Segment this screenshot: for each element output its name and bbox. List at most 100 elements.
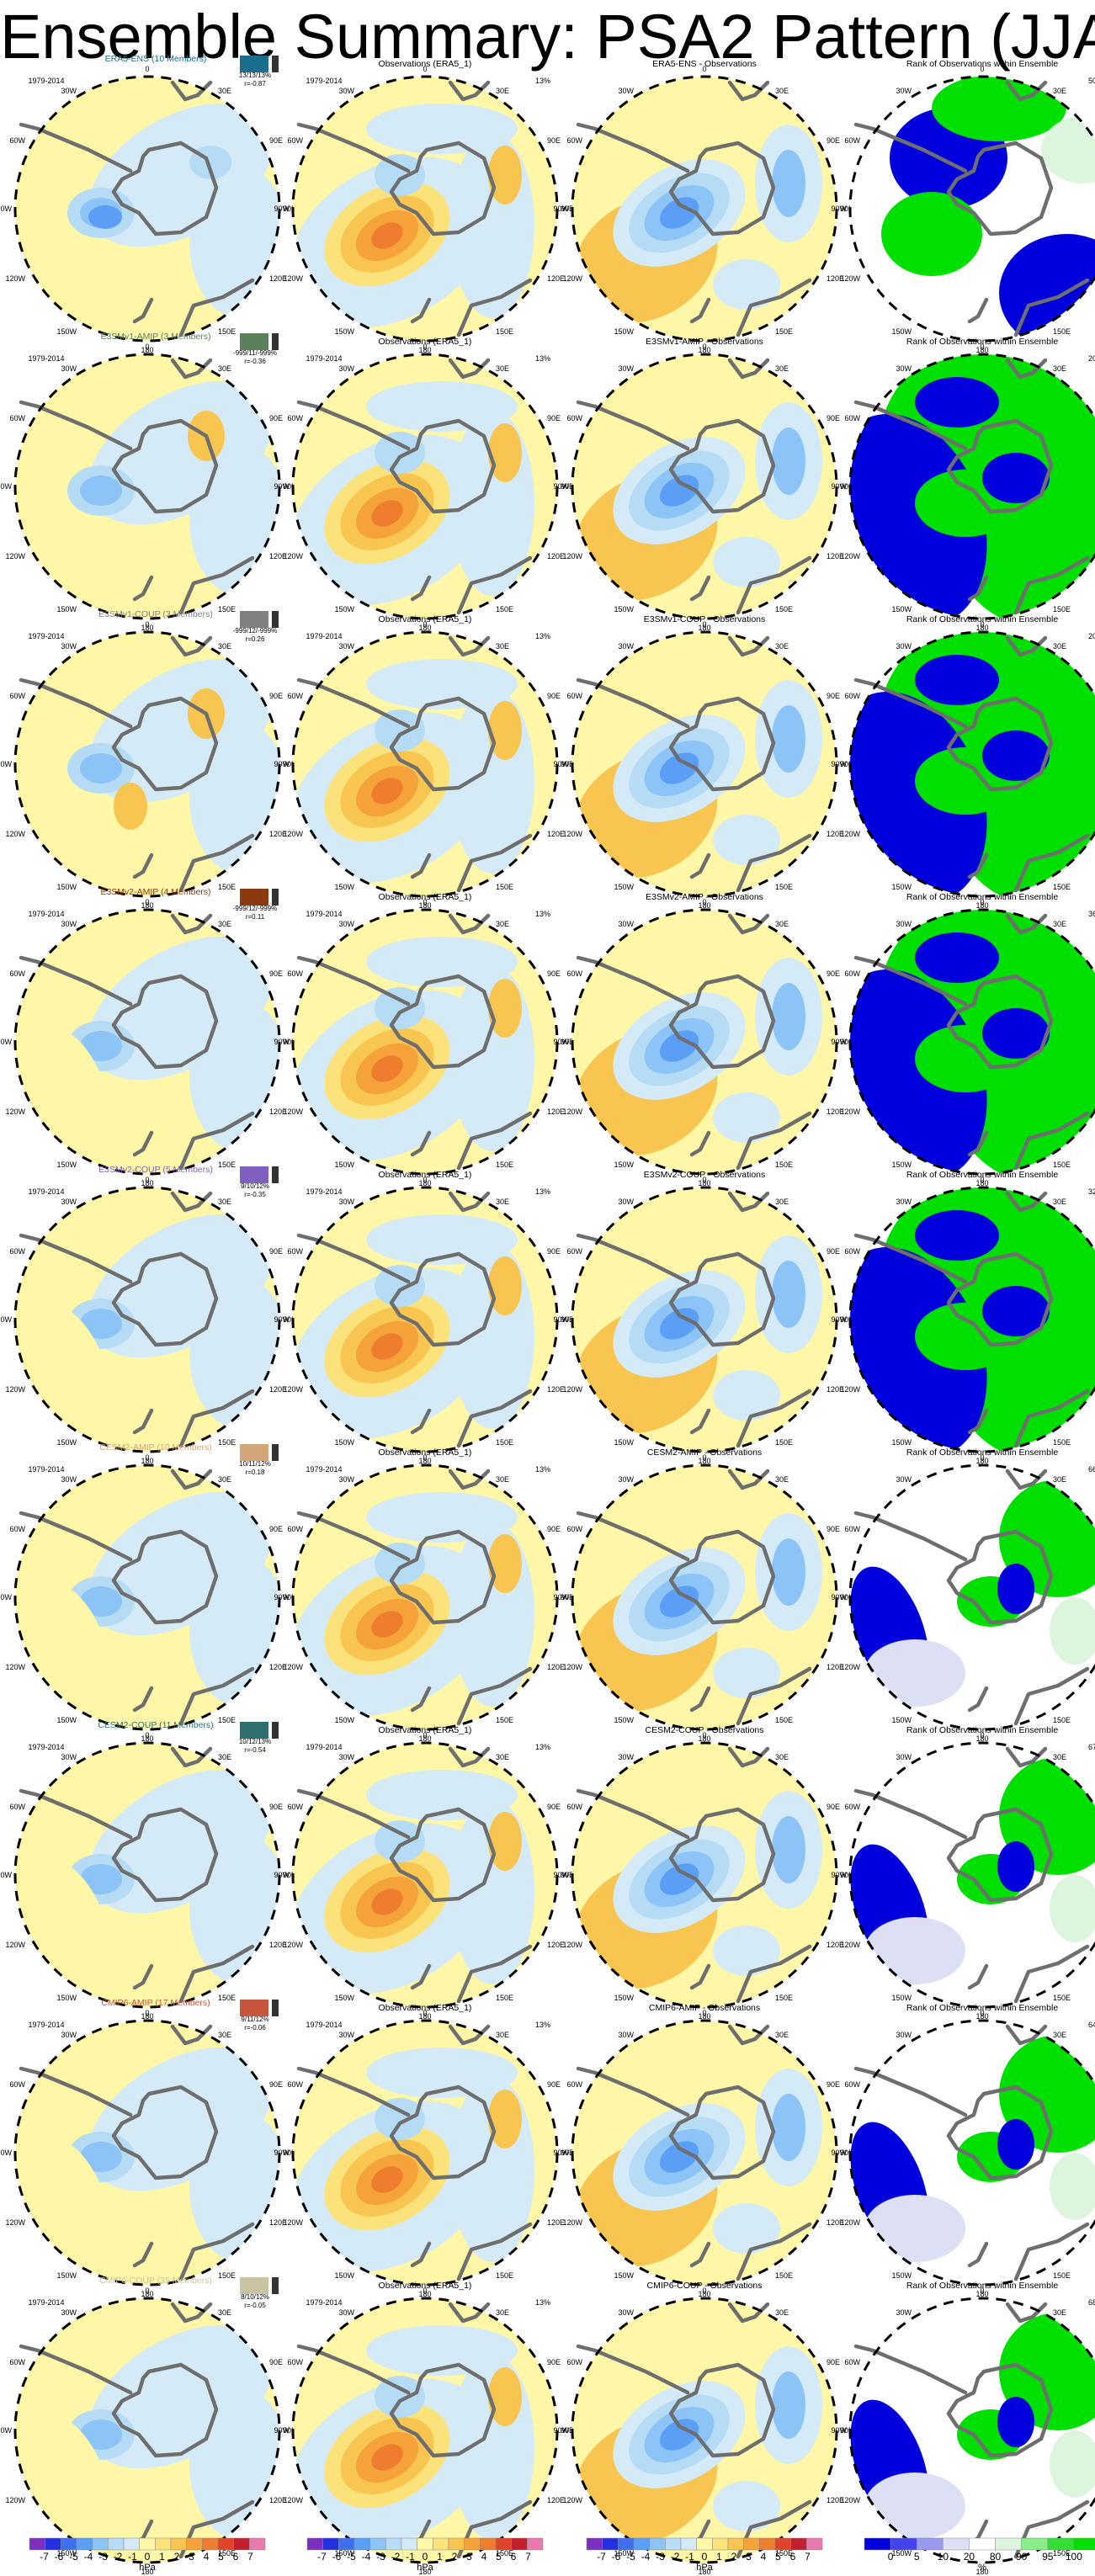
coastline [853, 1746, 1090, 2004]
coastline [19, 1469, 255, 1726]
anomaly-cell [1050, 2153, 1095, 2220]
map-boundary [13, 75, 281, 343]
lon-label: 90E [269, 1247, 283, 1256]
peninsula-outline [19, 955, 133, 1006]
colorbar-tick: -2 [114, 2551, 123, 2563]
colorbar-tick: 3 [466, 2551, 472, 2563]
lon-label: 180 [418, 2012, 431, 2021]
ensemble-swatch [240, 611, 268, 628]
colorbar-cell [790, 2537, 807, 2551]
lon-label: 150W [614, 1716, 634, 1724]
observation-panel: Observations (ERA5_1)1979-2014 13%018090W… [274, 1170, 574, 1465]
difference-title: E3SMv2-COUP - Observations [644, 1170, 766, 1180]
antarctica-outline [668, 1251, 776, 1347]
ensemble-name: E3SMv1-COUP (3 Members) [98, 609, 213, 619]
lon-label: 150W [56, 1716, 77, 1724]
lon-label: 60W [287, 1525, 303, 1533]
colorbar-tick: -5 [69, 2551, 78, 2563]
lon-label: 30E [1053, 2308, 1066, 2317]
new-zealand-outline [689, 2241, 711, 2268]
lon-label: 60W [287, 136, 303, 145]
lon-label: 30E [218, 920, 231, 928]
map-boundary [571, 908, 838, 1176]
lon-label: 150E [775, 1994, 793, 2002]
ensemble-name: CMIP6-AMIP (17 Members) [101, 1998, 210, 2008]
difference-title: E3SMv1-AMIP - Observations [646, 337, 763, 347]
lon-label: 120W [562, 1107, 582, 1116]
map-boundary [291, 1186, 559, 1453]
lon-label: 30W [61, 87, 77, 95]
lon-label: 90W [0, 482, 12, 491]
colorbar-tick: 90 [1016, 2551, 1028, 2563]
map-boundary [13, 2297, 281, 2564]
colorbar-tick: -4 [84, 2551, 93, 2563]
pattern-correlation: r=-0.36 [244, 358, 266, 365]
lon-label: 30W [896, 1198, 912, 1206]
rank-percent: 20% [1088, 632, 1095, 640]
lon-label: 150W [891, 605, 912, 613]
lon-label: 60W [844, 2080, 860, 2089]
ensemble-row: CESM2-AMIP (10 Members) 1979-2014 10/11/12… [0, 1442, 1095, 1743]
map-field [15, 354, 279, 619]
anomaly-cell [1050, 1597, 1095, 1665]
map-field [850, 632, 1095, 896]
difference-title: CESM2-COUP - Observations [645, 1725, 763, 1735]
new-zealand-outline [967, 1408, 989, 1435]
coastline [576, 1469, 812, 1726]
australia-outline [456, 555, 533, 615]
anomaly-cell [375, 987, 425, 1029]
rank-title: Rank of Observations within Ensemble [906, 1447, 1058, 1458]
peninsula-outline [19, 2066, 133, 2117]
australia-outline [736, 278, 812, 337]
lon-label: 120E [547, 274, 565, 283]
lon-label: 150W [614, 605, 634, 613]
lon-label: 0 [145, 1731, 149, 1739]
coastline [19, 635, 255, 893]
peninsula-outline [296, 1233, 411, 1284]
lon-label: 0 [980, 620, 984, 629]
period-label: 1979-2014 [306, 1187, 342, 1196]
ensemble-stats: 13/13/13% [239, 72, 271, 79]
australia-outline [178, 2222, 255, 2281]
lon-label: 30W [618, 87, 634, 95]
lon-label: 90W [553, 1593, 569, 1601]
lon-label: 150W [56, 327, 77, 336]
anomaly-cell [881, 192, 982, 276]
colorbar-tick: 0 [888, 2551, 894, 2563]
peninsula-outline [19, 1511, 133, 1562]
lon-label: 90E [269, 1803, 283, 1811]
lon-label: 180 [418, 901, 431, 910]
antarctica-outline [389, 418, 497, 514]
period-label: 1979-2014 [28, 2021, 64, 2029]
anomaly-cell [371, 778, 403, 805]
anomaly-cell [80, 1864, 122, 1894]
anomaly-cell [932, 77, 1066, 141]
map-boundary [571, 353, 838, 620]
ensemble-row: E3SMv2-AMIP (4 Members) 1979-2014 -999/12/… [0, 887, 1095, 1187]
lon-label: 150E [218, 1438, 236, 1447]
lon-label: 60W [287, 414, 303, 422]
lon-label: 180 [975, 1457, 988, 1465]
new-zealand-outline [132, 1686, 154, 1713]
lon-label: 30W [618, 1475, 634, 1484]
peninsula-outline [296, 122, 411, 173]
lon-label: 90W [0, 2426, 12, 2435]
antarctica-outline [946, 1529, 1054, 1625]
antarctica-outline [946, 2362, 1054, 2458]
australia-outline [456, 2222, 533, 2281]
lon-label: 120W [840, 2496, 860, 2504]
colorbar-cell [155, 2537, 172, 2551]
map-boundary [291, 75, 559, 343]
difference-title: E3SMv2-AMIP - Observations [646, 892, 763, 902]
coastline [296, 1191, 533, 1448]
anomaly-cell [915, 1210, 999, 1261]
colorbar-cell [61, 2537, 77, 2551]
lon-label: 120W [840, 1385, 860, 1394]
lon-label: 60W [844, 136, 860, 145]
lon-label: 120W [283, 2496, 303, 2504]
australia-outline [736, 555, 812, 615]
colorbar-tick: -5 [626, 2551, 635, 2563]
lon-label: 150W [334, 1716, 354, 1724]
lon-label: 60W [566, 1803, 582, 1811]
observation-title: Observations (ERA5_1) [379, 337, 472, 347]
